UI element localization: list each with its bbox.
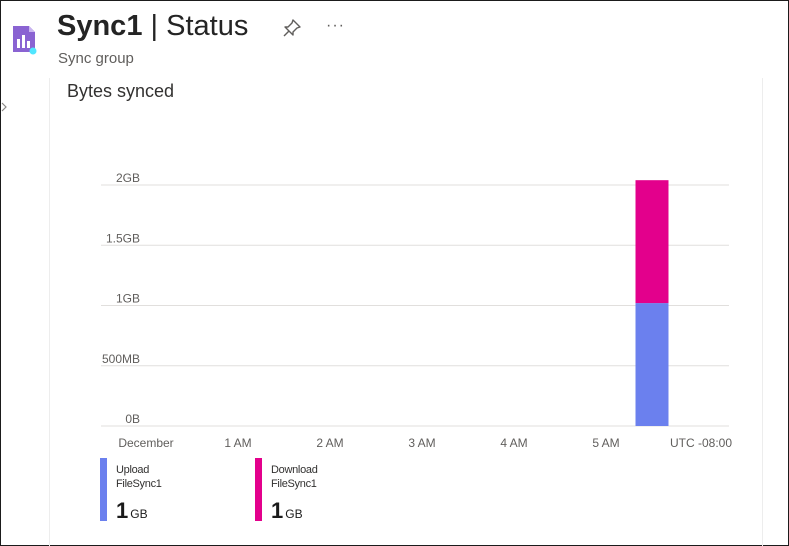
legend-label: Download FileSync1 <box>271 464 318 490</box>
bar-upload <box>635 303 669 426</box>
legend-swatch-download <box>255 458 262 521</box>
x-tick-label: 3 AM <box>408 436 435 450</box>
legend-swatch-upload <box>100 458 107 521</box>
x-tick-label: 5 AM <box>592 436 619 450</box>
section-name: Status <box>166 10 249 42</box>
legend-item-download[interactable]: Download FileSync1 1 GB <box>255 458 395 523</box>
legend-label: Upload FileSync1 <box>116 464 162 490</box>
y-tick-label: 0B <box>125 412 140 426</box>
x-tick-label: December <box>118 436 173 450</box>
resource-name: Sync1 <box>57 10 143 42</box>
x-tick-label: 4 AM <box>500 436 527 450</box>
pin-icon[interactable] <box>282 18 302 38</box>
more-options-icon[interactable]: ··· <box>326 17 345 34</box>
y-tick-label: 2GB <box>116 171 140 185</box>
chart-title[interactable]: Bytes synced <box>67 81 175 101</box>
sync-group-icon <box>13 26 37 55</box>
legend-value: 1 GB <box>116 498 148 523</box>
x-tick-label: 2 AM <box>316 436 343 450</box>
chevron-right-icon[interactable] <box>0 100 8 114</box>
x-tick-label: 1 AM <box>224 436 251 450</box>
legend-value: 1 GB <box>271 498 303 523</box>
y-tick-label: 1.5GB <box>106 231 140 245</box>
y-tick-label: 500MB <box>102 352 140 366</box>
x-tick-label: UTC -08:00 <box>670 436 732 450</box>
page-title: Sync1 | Status <box>57 8 248 44</box>
bar-download <box>635 180 669 304</box>
title-separator: | <box>142 10 167 42</box>
chart-card <box>49 78 763 546</box>
y-tick-label: 1GB <box>116 292 140 306</box>
legend-item-upload[interactable]: Upload FileSync1 1 GB <box>100 458 240 523</box>
resource-type: Sync group <box>58 50 134 67</box>
